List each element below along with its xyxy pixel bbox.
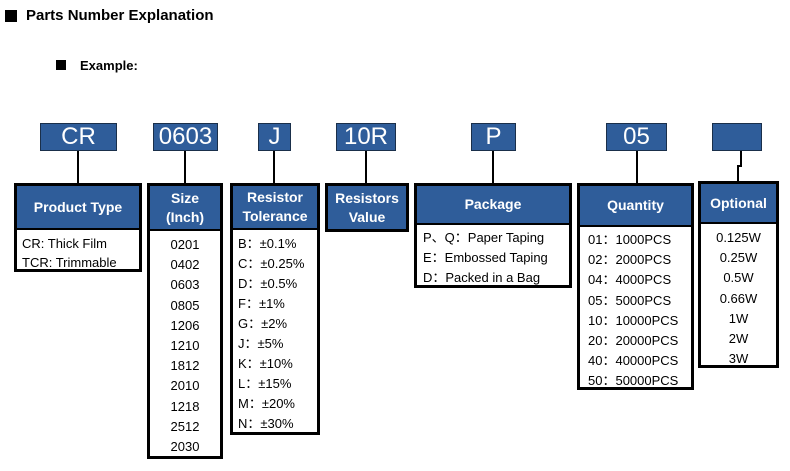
title-bullet [5,10,17,22]
code-size: 0603 [153,123,218,151]
list-item: E：Embossed Taping [423,250,548,265]
package-box: Package P、Q：Paper Taping E：Embossed Tapi… [414,183,572,288]
list-item: 0.66W [719,290,758,306]
optional-header: Optional [701,184,776,224]
list-item: 0603 [170,277,200,293]
code-tolerance: J [258,123,291,151]
quantity-header-label: Quantity [607,197,664,213]
optional-header-label: Optional [710,194,767,211]
connector-size [184,151,186,184]
product-type-header: Product Type [17,186,139,230]
package-list: P、Q：Paper Taping E：Embossed Taping D：Pac… [417,225,569,288]
list-item: 1W [728,310,749,326]
list-item: 2W [728,331,749,347]
connector-optional-v1 [740,151,742,166]
list-item: M：±20% [238,396,295,411]
list-item: K：±10% [238,356,293,371]
list-item: 2010 [170,378,200,394]
size-list: 0201 0402 0603 0805 1206 1210 1812 2010 … [150,231,220,457]
size-header-line1: Size [170,189,199,206]
list-item: 50：50000PCS [588,373,679,389]
list-item: 02：2000PCS [588,252,672,268]
connector-optional-v2 [737,165,739,182]
list-item: TCR: Trimmable [22,255,117,270]
list-item: 40：40000PCS [588,353,679,369]
resistors-value-header: Resistors Value [328,186,406,229]
tolerance-header: Resistor Tolerance [233,186,317,230]
connector-tolerance [273,151,275,184]
list-item: 1218 [170,398,200,414]
list-item: 04：4000PCS [588,272,672,288]
size-header-line2: (Inch) [165,208,205,225]
tolerance-list: B：±0.1% C：±0.25% D：±0.5% F：±1% G：±2% J：±… [233,230,317,434]
list-item: CR: Thick Film [22,236,107,251]
resistors-value-box: Resistors Value [325,183,409,232]
optional-box: Optional 0.125W 0.25W 0.5W 0.66W 1W 2W 3… [698,181,779,368]
connector-package [492,151,494,184]
product-type-list: CR: Thick Film TCR: Trimmable [17,230,139,272]
list-item: 0.125W [716,230,761,245]
resistors-value-header-line1: Resistors [335,189,399,206]
list-item: 2512 [170,418,200,434]
connector-product-type [77,151,79,184]
tolerance-box: Resistor Tolerance B：±0.1% C：±0.25% D：±0… [230,183,320,435]
example-bullet [56,60,66,70]
list-item: 1210 [170,338,200,354]
list-item: 0402 [170,257,200,273]
list-item: C：±0.25% [238,256,305,271]
list-item: N：±30% [238,416,294,431]
size-header: Size (Inch) [150,186,220,231]
size-box: Size (Inch) 0201 0402 0603 0805 1206 121… [147,183,223,459]
package-header: Package [417,186,569,225]
quantity-box: Quantity 01：1000PCS 02：2000PCS 04：4000PC… [577,183,694,390]
example-label: Example: [80,58,138,73]
product-type-header-label: Product Type [33,198,123,215]
quantity-header: Quantity [580,186,691,227]
package-header-label: Package [464,196,522,212]
code-resistors-value: 10R [336,123,396,151]
list-item: 01：1000PCS [588,232,672,247]
list-item: 0805 [170,297,200,313]
list-item: 2030 [170,439,200,455]
list-item: G：±2% [238,316,288,331]
code-package: P [471,123,516,151]
list-item: L：±15% [238,376,292,391]
tolerance-header-line1: Resistor [246,189,304,205]
quantity-list: 01：1000PCS 02：2000PCS 04：4000PCS 05：5000… [580,227,691,392]
product-type-box: Product Type CR: Thick Film TCR: Trimmab… [14,183,142,272]
list-item: 3W [728,351,749,367]
list-item: 20：20000PCS [588,333,679,349]
code-quantity: 05 [606,123,667,151]
connector-resistors-value [365,151,367,184]
list-item: 0.5W [723,270,754,286]
resistors-value-header-line2: Value [348,208,386,225]
code-product-type: CR [40,123,117,151]
list-item: 0.25W [719,250,758,266]
list-item: 05：5000PCS [588,292,672,308]
tolerance-header-line2: Tolerance [242,208,308,224]
optional-list: 0.125W 0.25W 0.5W 0.66W 1W 2W 3W [701,224,776,369]
list-item: 0201 [170,237,200,252]
list-item: D：Packed in a Bag [423,270,541,285]
list-item: F：±1% [238,296,285,311]
list-item: B：±0.1% [238,236,297,251]
page-title: Parts Number Explanation [26,7,214,24]
list-item: P、Q：Paper Taping [423,230,545,245]
list-item: 1812 [170,358,200,374]
list-item: J：±5% [238,336,284,351]
code-optional [712,123,762,151]
list-item: 10：10000PCS [588,312,679,328]
connector-quantity [636,151,638,184]
connector-optional-h [737,165,742,167]
list-item: 1206 [170,317,200,333]
list-item: D：±0.5% [238,276,298,291]
